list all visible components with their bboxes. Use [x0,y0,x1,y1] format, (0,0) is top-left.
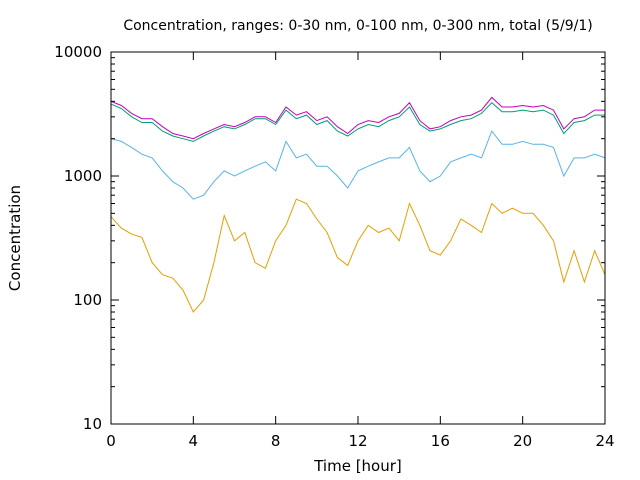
x-tick-label: 24 [595,432,614,450]
series-line-2 [110,102,605,142]
x-tick-label: 12 [348,432,367,450]
x-tick-label: 8 [271,432,281,450]
series-layer [110,96,606,313]
x-axis-label: Time [hour] [313,457,402,475]
y-axis-label: Concentration [6,185,24,291]
y-tick-label: 100 [73,291,102,309]
y-tick-label: 10000 [54,43,102,61]
x-tick-label: 16 [431,432,450,450]
series-line-4 [110,198,606,313]
y-tick-label: 10 [83,415,102,433]
axis-layer: 0 4 8 12 16 20 24 10 100 1000 10000 [54,43,614,450]
x-tick-label: 20 [513,432,532,450]
series-line-3 [110,130,606,200]
series-line-1 [110,96,605,140]
x-tick-label: 4 [189,432,199,450]
plot-frame [110,51,606,425]
x-tick-label: 0 [106,432,116,450]
y-tick-label: 1000 [64,167,102,185]
chart-title: Concentration, ranges: 0-30 nm, 0-100 nm… [123,18,592,34]
